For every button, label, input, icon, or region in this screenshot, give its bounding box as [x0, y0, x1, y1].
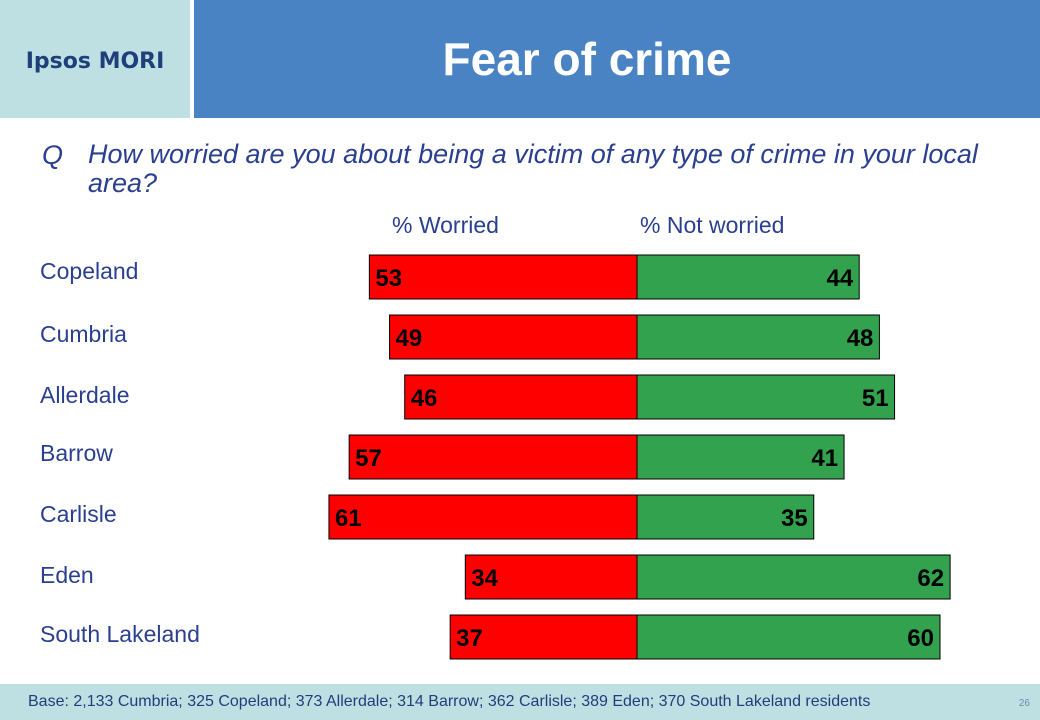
base-note: Base: 2,133 Cumbria; 325 Copeland; 373 A… [28, 693, 871, 710]
label-worried-carlisle: 61 [335, 505, 362, 532]
series-header-not-worried: % Not worried [640, 212, 785, 238]
bar-worried-copeland [368, 254, 638, 300]
bar-not-worried-south-lakeland [636, 614, 941, 660]
label-worried-allerdale: 46 [411, 385, 438, 412]
footer-band: Base: 2,133 Cumbria; 325 Copeland; 373 A… [0, 684, 1040, 720]
bar-not-worried-carlisle [636, 494, 815, 540]
label-not-worried-south-lakeland: 60 [907, 625, 934, 652]
question-prefix: Q [42, 140, 64, 170]
label-not-worried-carlisle: 35 [781, 505, 808, 532]
bar-worried-barrow [348, 434, 638, 480]
series-header-worried: % Worried [392, 212, 499, 238]
category-label-copeland: Copeland [40, 258, 139, 284]
label-not-worried-barrow: 41 [811, 445, 838, 472]
page-title: Fear of crime [442, 33, 732, 85]
bar-worried-carlisle [328, 494, 638, 540]
label-not-worried-eden: 62 [917, 565, 944, 592]
label-not-worried-cumbria: 48 [847, 325, 874, 352]
bar-worried-allerdale [404, 374, 638, 420]
label-worried-barrow: 57 [355, 445, 382, 472]
label-worried-south-lakeland: 37 [456, 625, 483, 652]
label-worried-cumbria: 49 [396, 325, 423, 352]
bar-worried-eden [464, 554, 638, 600]
bar-worried-cumbria [389, 314, 638, 360]
category-label-eden: Eden [40, 562, 94, 588]
category-label-carlisle: Carlisle [40, 501, 117, 527]
page-number: 26 [1018, 698, 1030, 709]
category-label-south-lakeland: South Lakeland [40, 621, 200, 647]
category-label-cumbria: Cumbria [40, 321, 127, 347]
bar-not-worried-allerdale [636, 374, 896, 420]
logo-panel: Ipsos MORI [0, 0, 190, 118]
category-label-allerdale: Allerdale [40, 382, 130, 408]
title-band [194, 0, 1040, 118]
label-not-worried-copeland: 44 [826, 265, 853, 292]
bar-not-worried-cumbria [636, 314, 880, 360]
category-label-barrow: Barrow [40, 440, 113, 466]
question-text: How worried are you about being a victim… [88, 139, 978, 198]
bar-worried-south-lakeland [449, 614, 638, 660]
bar-not-worried-copeland [636, 254, 860, 300]
ipsos-mori-logo: Ipsos MORI [25, 48, 165, 74]
label-worried-copeland: 53 [375, 265, 402, 292]
bar-not-worried-barrow [636, 434, 845, 480]
label-not-worried-allerdale: 51 [862, 385, 889, 412]
label-worried-eden: 34 [471, 565, 498, 592]
bar-not-worried-eden [636, 554, 951, 600]
